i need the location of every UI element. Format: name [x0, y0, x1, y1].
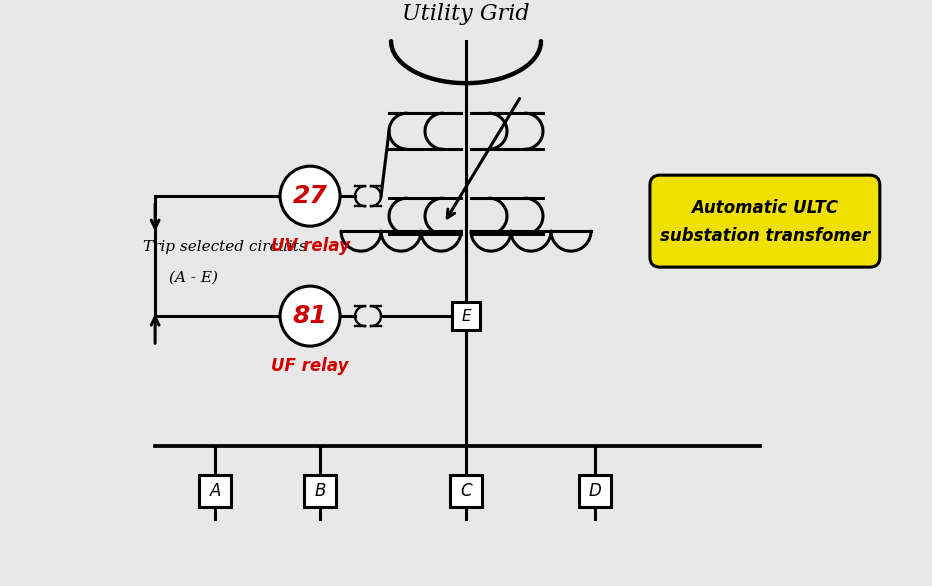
- Circle shape: [281, 286, 340, 346]
- Text: A: A: [210, 482, 221, 500]
- Text: 81: 81: [293, 304, 327, 328]
- FancyBboxPatch shape: [199, 475, 231, 507]
- Text: Automatic ULTC: Automatic ULTC: [692, 199, 839, 217]
- Text: B: B: [314, 482, 326, 500]
- FancyBboxPatch shape: [450, 475, 482, 507]
- Text: (A - E): (A - E): [169, 271, 217, 285]
- Text: C: C: [460, 482, 472, 500]
- Text: UF relay: UF relay: [271, 357, 349, 375]
- Text: Utility Grid: Utility Grid: [403, 3, 529, 25]
- Circle shape: [281, 166, 340, 226]
- Text: D: D: [589, 482, 601, 500]
- Text: substation transfomer: substation transfomer: [660, 227, 870, 245]
- Text: Trip selected circuits: Trip selected circuits: [144, 240, 307, 254]
- Text: 27: 27: [293, 184, 327, 208]
- FancyBboxPatch shape: [650, 175, 880, 267]
- FancyBboxPatch shape: [579, 475, 611, 507]
- Text: E: E: [461, 309, 471, 323]
- FancyBboxPatch shape: [304, 475, 336, 507]
- Text: UV relay: UV relay: [270, 237, 350, 255]
- FancyBboxPatch shape: [452, 302, 480, 330]
